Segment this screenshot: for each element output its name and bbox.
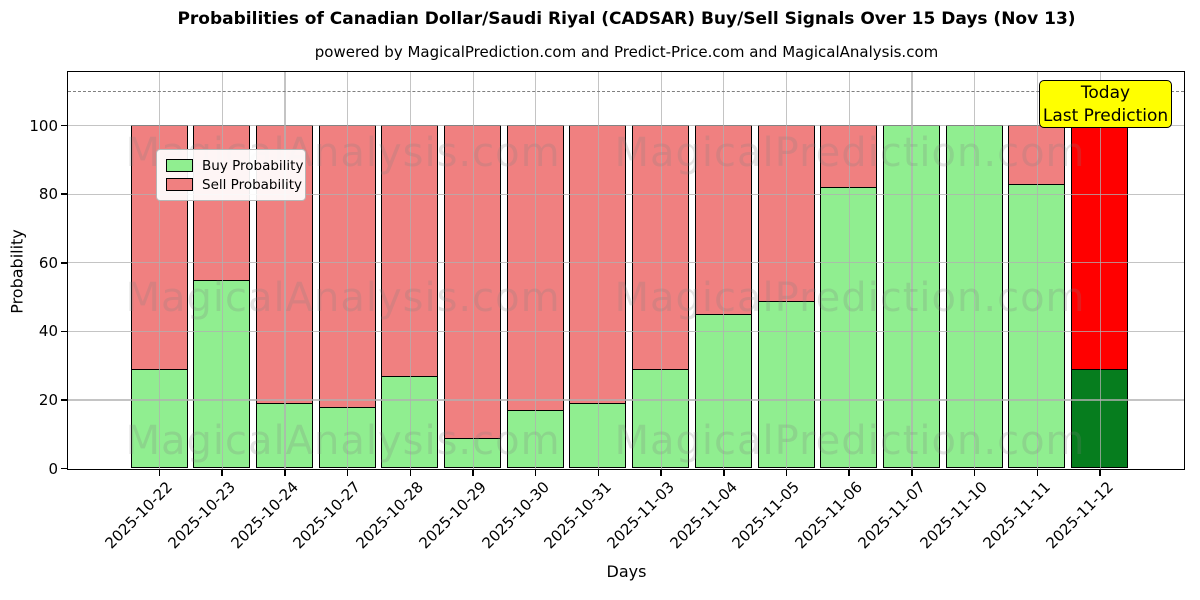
y-tick-mark: [61, 124, 67, 127]
v-gridline: [409, 72, 411, 469]
v-gridline: [221, 72, 223, 469]
y-tick-label: 40: [38, 322, 58, 341]
h-gridline: [68, 125, 1184, 127]
y-tick-mark: [61, 399, 67, 401]
watermark-text: MagicalPrediction.com: [614, 275, 1086, 321]
v-gridline: [974, 72, 976, 469]
today-annotation-line1: Today: [1080, 83, 1131, 103]
chart-title: Probabilities of Canadian Dollar/Saudi R…: [177, 9, 1076, 29]
buy-swatch-icon: [166, 159, 193, 172]
x-tick-mark: [1036, 470, 1039, 476]
x-tick-mark: [723, 470, 725, 476]
y-tick-label: 80: [38, 185, 58, 204]
x-tick-mark: [1099, 470, 1101, 476]
x-tick-mark: [973, 470, 976, 476]
h-gridline: [68, 193, 1184, 195]
y-tick-mark: [61, 262, 67, 264]
v-gridline: [597, 72, 600, 469]
chart-legend: Buy Probability Sell Probability: [156, 149, 306, 201]
plot-area: MagicalAnalysis.com MagicalPrediction.com…: [67, 71, 1185, 470]
y-tick-label: 100: [29, 116, 58, 135]
y-tick-mark: [61, 193, 67, 195]
threshold-dashed-line: [68, 90, 1184, 92]
x-tick-label-text: 2025-11-06: [791, 478, 866, 553]
x-tick-mark: [221, 470, 223, 476]
y-tick-label: 20: [38, 390, 58, 409]
x-tick-mark: [660, 470, 662, 476]
h-gridline: [68, 399, 1184, 401]
watermark-text: MagicalPrediction.com: [614, 418, 1086, 464]
x-tick-label-text: 2025-11-03: [603, 478, 678, 553]
x-tick-mark: [284, 470, 286, 476]
x-tick-mark: [848, 470, 850, 476]
v-gridline: [1036, 72, 1038, 469]
watermark-text: MagicalAnalysis.com: [125, 418, 561, 464]
watermark-text: MagicalPrediction.com: [614, 130, 1086, 176]
x-tick-mark: [785, 470, 788, 476]
watermark-text: MagicalAnalysis.com: [125, 275, 561, 321]
v-gridline: [284, 72, 286, 469]
x-tick-mark: [472, 470, 474, 476]
sell-swatch-icon: [166, 178, 193, 191]
today-annotation: Today Last Prediction: [1039, 80, 1172, 128]
y-tick-label: 0: [48, 459, 58, 478]
v-gridline: [848, 72, 850, 469]
v-gridline: [786, 72, 788, 469]
legend-row-buy: Buy Probability: [166, 156, 303, 175]
today-annotation-line2: Last Prediction: [1042, 106, 1169, 126]
x-tick-mark: [911, 470, 913, 476]
y-tick-mark: [61, 330, 67, 333]
legend-label-sell: Sell Probability: [202, 176, 303, 193]
x-tick-label-text: 2025-11-12: [1042, 478, 1117, 553]
v-gridline: [472, 72, 474, 469]
v-gridline: [159, 72, 161, 469]
v-gridline: [1099, 72, 1101, 469]
x-tick-mark: [158, 470, 161, 476]
legend-label-buy: Buy Probability: [202, 157, 304, 174]
x-tick-mark: [346, 470, 349, 476]
x-tick-label-text: 2025-10-29: [415, 478, 490, 553]
x-tick-label-text: 2025-10-22: [101, 478, 177, 553]
v-gridline: [660, 72, 662, 469]
y-tick-mark: [61, 467, 67, 470]
x-axis-label: Days: [606, 562, 647, 581]
h-gridline: [68, 262, 1184, 264]
x-tick-mark: [409, 470, 412, 476]
v-gridline: [911, 72, 913, 469]
x-tick-label-text: 2025-11-11: [979, 478, 1055, 553]
x-tick-mark: [534, 470, 537, 476]
y-tick-label: 60: [38, 253, 58, 272]
x-tick-label-text: 2025-10-23: [164, 478, 239, 553]
legend-row-sell: Sell Probability: [166, 175, 302, 194]
x-tick-label-text: 2025-10-28: [352, 478, 428, 553]
v-gridline: [723, 72, 725, 469]
v-gridline: [535, 72, 537, 469]
x-tick-mark: [597, 470, 600, 476]
v-gridline: [347, 72, 349, 469]
chart-subtitle: powered by MagicalPrediction.com and Pre…: [314, 43, 939, 61]
h-gridline: [68, 330, 1184, 333]
